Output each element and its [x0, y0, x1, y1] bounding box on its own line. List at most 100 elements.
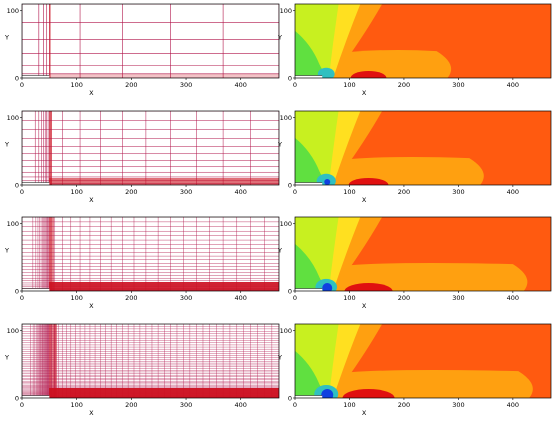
x-axis-label: X — [362, 89, 367, 97]
y-axis-label: Y — [277, 353, 282, 361]
mesh-plot-3: 0 100 Y 0 100 200 300 400 X — [4, 216, 280, 310]
x-tick-label: 0 — [293, 294, 297, 302]
y-tick-label: 0 — [15, 181, 19, 189]
x-tick-label: 0 — [20, 401, 24, 409]
x-tick-label: 200 — [125, 81, 137, 89]
contour-blue-spot — [322, 283, 333, 291]
x-tick-label: 400 — [507, 294, 519, 302]
x-tick-label: 300 — [180, 81, 192, 89]
contour-frame — [294, 3, 552, 79]
x-tick-label: 100 — [343, 188, 355, 196]
boundary-layer-band — [49, 388, 279, 398]
mesh-frame — [21, 110, 280, 186]
x-tick-label: 300 — [180, 188, 192, 196]
contour-frame — [294, 110, 552, 186]
inflow-boundary-strip — [295, 75, 323, 78]
panel-row-4: 0 100 Y 0 100 200 300 400 X 0 100 Y 0 100 200 300 400 X — [4, 323, 552, 417]
x-tick-label: 200 — [398, 81, 410, 89]
panel-row-3: 0 100 Y 0 100 200 300 400 X 0 100 Y 0 100 200 300 400 X — [4, 216, 552, 310]
y-tick-label: 100 — [280, 327, 292, 335]
x-tick-label: 300 — [452, 81, 464, 89]
contour-plot-4: 0 100 Y 0 100 200 300 400 X — [277, 323, 552, 417]
x-tick-label: 300 — [452, 294, 464, 302]
x-tick-label: 100 — [343, 294, 355, 302]
x-tick-label: 300 — [180, 294, 192, 302]
y-axis-label: Y — [277, 140, 282, 148]
contour-plot-2: 0 100 Y 0 100 200 300 400 X — [277, 110, 552, 204]
x-tick-label: 100 — [70, 81, 82, 89]
y-tick-label: 100 — [7, 220, 19, 228]
contour-green-band — [295, 137, 327, 185]
x-tick-label: 300 — [180, 401, 192, 409]
y-tick-label: 0 — [288, 394, 292, 402]
mesh-lines — [22, 4, 279, 78]
contour-red-spot — [350, 71, 387, 78]
contour-field — [295, 217, 551, 291]
inflow-boundary-strip — [22, 288, 50, 291]
x-tick-label: 200 — [398, 188, 410, 196]
y-tick-label: 100 — [280, 220, 292, 228]
x-axis-label: X — [362, 302, 367, 310]
boundary-layer-band — [49, 282, 279, 291]
contour-plot-3: 0 100 Y 0 100 200 300 400 X — [277, 216, 552, 310]
y-axis-label: Y — [4, 353, 9, 361]
x-tick-label: 100 — [343, 401, 355, 409]
x-tick-label: 400 — [235, 81, 247, 89]
x-tick-label: 200 — [398, 401, 410, 409]
x-tick-label: 400 — [507, 188, 519, 196]
mesh-frame — [21, 323, 280, 399]
contour-green-band — [295, 350, 327, 398]
x-tick-label: 0 — [20, 188, 24, 196]
x-tick-label: 200 — [125, 401, 137, 409]
x-tick-label: 400 — [235, 188, 247, 196]
x-tick-label: 400 — [507, 401, 519, 409]
y-tick-label: 0 — [15, 287, 19, 295]
x-tick-label: 200 — [125, 188, 137, 196]
x-tick-label: 0 — [293, 188, 297, 196]
contour-blue-spot — [321, 389, 334, 398]
x-tick-label: 100 — [70, 401, 82, 409]
y-axis-label: Y — [4, 246, 9, 254]
mesh-plot-4: 0 100 Y 0 100 200 300 400 X — [4, 323, 280, 417]
x-tick-label: 100 — [70, 188, 82, 196]
mesh-background — [22, 324, 279, 398]
y-tick-label: 0 — [15, 74, 19, 82]
x-axis-label: X — [89, 196, 94, 204]
panel-grid: 0 100 Y 0 100 200 300 400 X 0 100 Y 0 100 200 300 400 X 0 1… — [4, 3, 552, 417]
contour-field — [295, 324, 551, 398]
panel-row-2: 0 100 Y 0 100 200 300 400 X 0 100 Y 0 100 200 300 400 X — [4, 110, 552, 204]
x-tick-label: 400 — [507, 81, 519, 89]
contour-orange-wake — [327, 49, 452, 78]
mesh-background — [22, 217, 279, 291]
contour-field — [295, 111, 551, 185]
y-tick-label: 0 — [15, 394, 19, 402]
contour-frame — [294, 216, 552, 292]
x-tick-label: 200 — [125, 294, 137, 302]
inflow-boundary-strip — [295, 288, 323, 291]
mesh-background — [22, 111, 279, 185]
contour-plot-1: 0 100 Y 0 100 200 300 400 X — [277, 3, 552, 97]
y-axis-label: Y — [4, 33, 9, 41]
y-tick-label: 100 — [7, 7, 19, 15]
boundary-layer-band — [49, 178, 279, 185]
panel-row-1: 0 100 Y 0 100 200 300 400 X 0 100 Y 0 100 200 300 400 X — [4, 3, 552, 97]
y-axis-label: Y — [4, 140, 9, 148]
contour-red-spot — [344, 283, 393, 291]
inflow-boundary-strip — [22, 182, 50, 185]
contour-green-band — [295, 243, 327, 291]
y-tick-label: 100 — [280, 114, 292, 122]
x-tick-label: 100 — [70, 294, 82, 302]
x-axis-label: X — [362, 409, 367, 417]
mesh-lines — [22, 324, 279, 398]
x-axis-label: X — [89, 409, 94, 417]
x-axis-label: X — [89, 302, 94, 310]
mesh-frame — [21, 216, 280, 292]
contour-orange-wake — [327, 156, 484, 185]
inflow-boundary-strip — [22, 75, 50, 78]
y-tick-label: 100 — [7, 327, 19, 335]
y-tick-label: 100 — [280, 7, 292, 15]
y-tick-label: 0 — [288, 74, 292, 82]
y-axis-label: Y — [277, 246, 282, 254]
inflow-boundary-strip — [22, 395, 50, 398]
